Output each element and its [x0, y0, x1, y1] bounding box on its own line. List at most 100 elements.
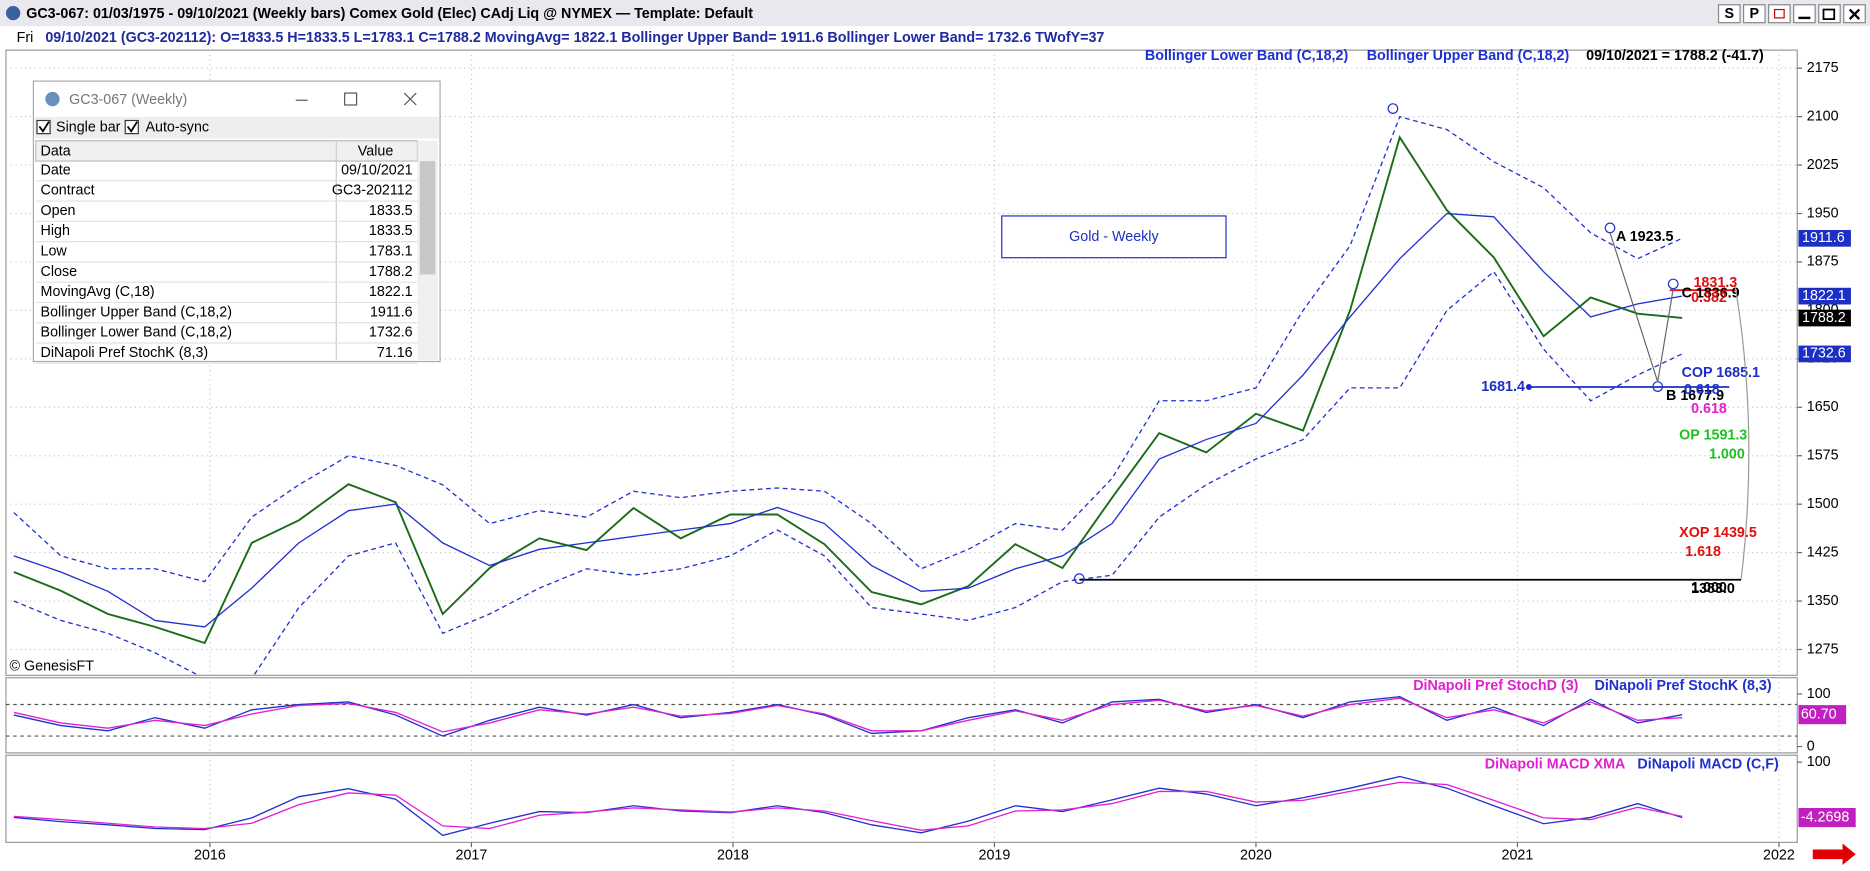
y-tick-label: 100 [1807, 686, 1831, 702]
cell-value: GC3-202112 [332, 183, 413, 199]
cell-value: 1788.2 [369, 264, 413, 280]
series-group [13, 775, 1683, 837]
swing-marker [1387, 103, 1399, 114]
legend-entry: DiNapoli Pref StochD (3) [1413, 678, 1578, 694]
price-panel [5, 49, 1798, 676]
legend-entry: DiNapoli MACD XMA [1485, 757, 1626, 773]
cell-value: 1833.5 [369, 223, 413, 239]
check [126, 121, 138, 133]
title-bar [0, 0, 1870, 27]
price-tag [1798, 287, 1851, 305]
legend-entry: Bollinger Upper Band (C,18,2) [1367, 48, 1570, 64]
button[interactable] [1742, 4, 1766, 24]
series-line [13, 781, 1683, 831]
price-tag [1798, 345, 1851, 363]
cell-label: Contract [41, 183, 95, 199]
value-tag [1798, 705, 1847, 725]
y-tick-label: 1575 [1807, 448, 1839, 464]
chart-layer: 2016 2017 2018 2019 2020 2021 2022 1275 1350 1425… [5, 48, 1856, 863]
annotation: A 1923.5 [1616, 229, 1674, 245]
series-line [13, 775, 1683, 837]
level-label: 1831.3 [1693, 275, 1737, 291]
cell-label: Low [41, 244, 68, 260]
cell-label: MovingAvg (C,18) [41, 284, 155, 300]
data-window-title: GC3-067 (Weekly) [69, 92, 187, 108]
info-bar [0, 26, 1870, 48]
series-line [13, 212, 1683, 628]
maximize-button[interactable] [344, 92, 358, 106]
price-tag-label: 1911.6 [1802, 230, 1845, 246]
icon [1822, 8, 1836, 20]
checkbox-label[interactable]: Auto-sync [145, 119, 209, 135]
price-tag-label: 1788.2 [1802, 310, 1846, 326]
x-tick-label: 2022 [1763, 847, 1795, 863]
legend-entry: Bollinger Lower Band (C,18,2) [1145, 48, 1349, 64]
scroll-thumb[interactable] [419, 161, 436, 275]
chart-title-box [1001, 215, 1227, 259]
x-tick-label: 2016 [194, 847, 226, 863]
x-tick-label: 2017 [456, 847, 488, 863]
annotation: COP 1685.1 [1682, 365, 1760, 381]
button[interactable] [1717, 4, 1741, 24]
price-tag-label: 1822.1 [1802, 288, 1846, 304]
cell-value: 1833.5 [369, 203, 413, 219]
legend-entry: DiNapoli MACD (C,F) [1637, 757, 1779, 773]
annotation: B 1677.9 [1666, 388, 1724, 404]
cell-label: DiNapoli Pref StochK (8,3) [41, 345, 209, 361]
annotation: 0.618 [1684, 382, 1720, 398]
price-tag-label: 1732.6 [1802, 346, 1846, 362]
annotation: 1.618 [1685, 544, 1721, 560]
series-line [13, 697, 1683, 733]
cell-value: 1732.6 [369, 325, 413, 341]
y-tick-label: 1275 [1807, 641, 1839, 657]
data-window: GC3-067 (Weekly) Single bar Auto-sync Da… [32, 80, 441, 364]
price-tag [1798, 309, 1851, 327]
x-tick-label: 2021 [1502, 847, 1534, 863]
cell-value: 1822.1 [369, 284, 413, 300]
cell-label: High [41, 223, 70, 239]
swing-markers [1073, 103, 1750, 585]
level-dot [1525, 384, 1532, 390]
detach-button[interactable] [1768, 4, 1791, 24]
close-button[interactable] [403, 92, 417, 106]
x-tick-label: 2018 [717, 847, 749, 863]
price-tag [1798, 229, 1851, 247]
y-tick-label: 1425 [1807, 544, 1839, 560]
window-title: GC3-067: 01/03/1975 - 09/10/2021 (Weekly… [26, 6, 753, 22]
legend-entry: DiNapoli Pref StochK (8,3) [1595, 678, 1772, 694]
series-group [13, 115, 1683, 676]
info-day: Fri [17, 30, 34, 46]
x-tick-label: 2020 [1240, 847, 1272, 863]
value-tag [1798, 808, 1856, 828]
series-line [13, 696, 1683, 737]
y-tick-label: 100 [1807, 754, 1831, 770]
checkbox-label[interactable]: Single bar [56, 119, 121, 135]
window-icon [45, 91, 60, 107]
annotation: 0.618 [1691, 401, 1727, 417]
annotation: 0.382 [1691, 290, 1727, 306]
app-icon [5, 5, 21, 21]
value-tag-label: 60.70 [1801, 706, 1837, 722]
copyright: © GenesisFT [10, 659, 95, 675]
y-tick-label: 1875 [1807, 254, 1839, 270]
cell-value: 1783.1 [369, 244, 413, 260]
y-tick-label: 1950 [1807, 205, 1839, 221]
button-label[interactable]: P [1750, 6, 1760, 22]
y-tick-label: 2025 [1807, 157, 1839, 173]
abc-line [1609, 232, 1674, 382]
icon [1848, 8, 1861, 20]
button-label[interactable]: S [1725, 6, 1735, 22]
header-cell: Data [41, 143, 71, 159]
scroll-arrow[interactable] [1812, 843, 1856, 866]
series-line [13, 135, 1683, 645]
annotation: XOP 1439.5 [1679, 525, 1757, 541]
cell-label: Close [41, 264, 78, 280]
series-group [13, 696, 1683, 737]
cell-value: 71.16 [377, 345, 413, 361]
status-text: 09/10/2021 = 1788.2 (-41.7) [1586, 48, 1764, 64]
cell-value: 09/10/2021 [341, 162, 413, 178]
cell-label: Open [41, 203, 76, 219]
cell-label: Date [41, 162, 71, 178]
minimize-button[interactable] [1793, 4, 1816, 24]
level-label: 1383.0 [1691, 581, 1735, 597]
